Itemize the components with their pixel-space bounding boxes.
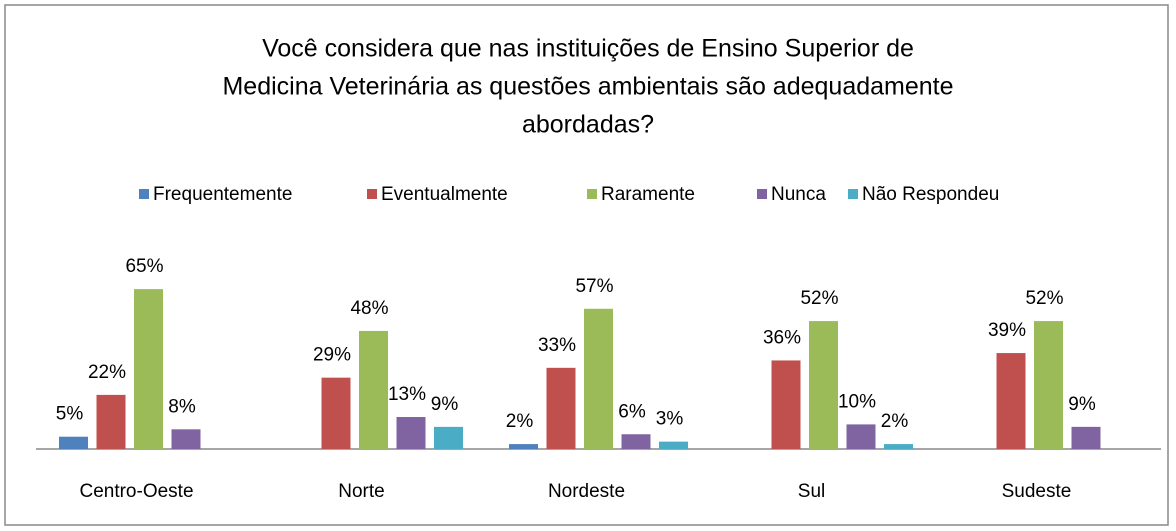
value-label: 2%: [881, 411, 909, 432]
value-label: 9%: [431, 394, 459, 415]
value-label: 9%: [1068, 394, 1096, 415]
bar: [996, 353, 1026, 449]
value-label: 13%: [388, 384, 426, 405]
value-label: 48%: [350, 298, 388, 319]
bar: [846, 424, 876, 449]
x-tick-label: Norte: [338, 481, 384, 502]
bar: [396, 417, 426, 449]
value-label: 57%: [575, 276, 613, 297]
bar: [771, 360, 801, 449]
legend-swatch: [587, 189, 597, 199]
bar: [809, 321, 838, 449]
bar: [621, 434, 651, 449]
value-label: 39%: [988, 320, 1026, 341]
value-label: 36%: [763, 327, 801, 348]
legend-swatch: [367, 189, 377, 199]
bar: [509, 444, 538, 449]
bar: [321, 377, 351, 449]
bar: [1034, 321, 1063, 449]
bar: [659, 441, 688, 449]
chart-title: abordadas?: [522, 111, 654, 139]
value-label: 29%: [313, 345, 351, 366]
x-tick-label: Sul: [798, 481, 825, 502]
value-label: 6%: [618, 401, 646, 422]
bar: [96, 394, 126, 449]
legend-swatch: [139, 189, 149, 199]
bar: [884, 444, 913, 449]
value-label: 10%: [838, 391, 876, 412]
value-label: 52%: [800, 288, 838, 309]
bar: [171, 429, 201, 449]
value-label: 33%: [538, 335, 576, 356]
chart-title: Você considera que nas instituições de E…: [262, 35, 914, 63]
bar: [134, 289, 163, 449]
legend-label: Nunca: [771, 184, 826, 205]
chart-title: Medicina Veterinária as questões ambient…: [222, 73, 953, 101]
value-label: 5%: [56, 404, 84, 425]
x-tick-label: Centro-Oeste: [79, 481, 193, 502]
x-tick-label: Sudeste: [1002, 481, 1072, 502]
legend-swatch: [757, 189, 767, 199]
bar: [584, 308, 613, 449]
legend-swatch: [848, 189, 858, 199]
bar: [359, 330, 388, 449]
bar: [546, 367, 576, 449]
bar: [59, 436, 88, 449]
value-label: 52%: [1025, 288, 1063, 309]
legend-label: Raramente: [601, 184, 695, 205]
value-label: 65%: [125, 256, 163, 277]
legend-label: Frequentemente: [153, 184, 292, 205]
legend-label: Eventualmente: [381, 184, 508, 205]
value-label: 22%: [88, 362, 126, 383]
bar: [434, 426, 463, 449]
value-label: 8%: [168, 396, 196, 417]
legend-label: Não Respondeu: [862, 184, 999, 205]
value-label: 3%: [656, 409, 684, 430]
bar: [1071, 426, 1101, 449]
x-tick-label: Nordeste: [548, 481, 625, 502]
value-label: 2%: [506, 411, 534, 432]
